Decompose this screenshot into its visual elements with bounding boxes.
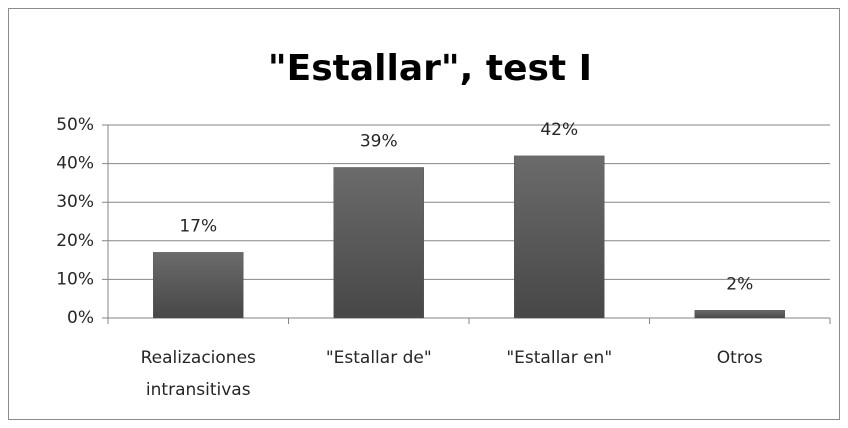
x-tick-label: Otros: [716, 348, 763, 368]
bar: [694, 310, 785, 319]
data-label: 2%: [726, 274, 753, 294]
data-label: 42%: [540, 120, 578, 140]
x-tick-label: Realizaciones intransitivas: [140, 348, 256, 400]
bar: [153, 252, 244, 319]
bar: [333, 167, 424, 319]
bar: [514, 155, 605, 319]
y-tick-label: 10%: [56, 269, 94, 289]
y-tick-label: 30%: [56, 192, 94, 212]
data-label: 17%: [179, 216, 217, 236]
y-tick-label: 0%: [67, 308, 94, 328]
x-tick-label: "Estallar en": [506, 348, 613, 368]
chart-title: "Estallar", test I: [268, 48, 592, 89]
y-tick-label: 40%: [56, 154, 94, 174]
y-tick-label: 20%: [56, 231, 94, 251]
y-tick-label: 50%: [56, 115, 94, 135]
data-label: 39%: [360, 131, 398, 151]
x-tick-label: "Estallar de": [325, 348, 432, 368]
